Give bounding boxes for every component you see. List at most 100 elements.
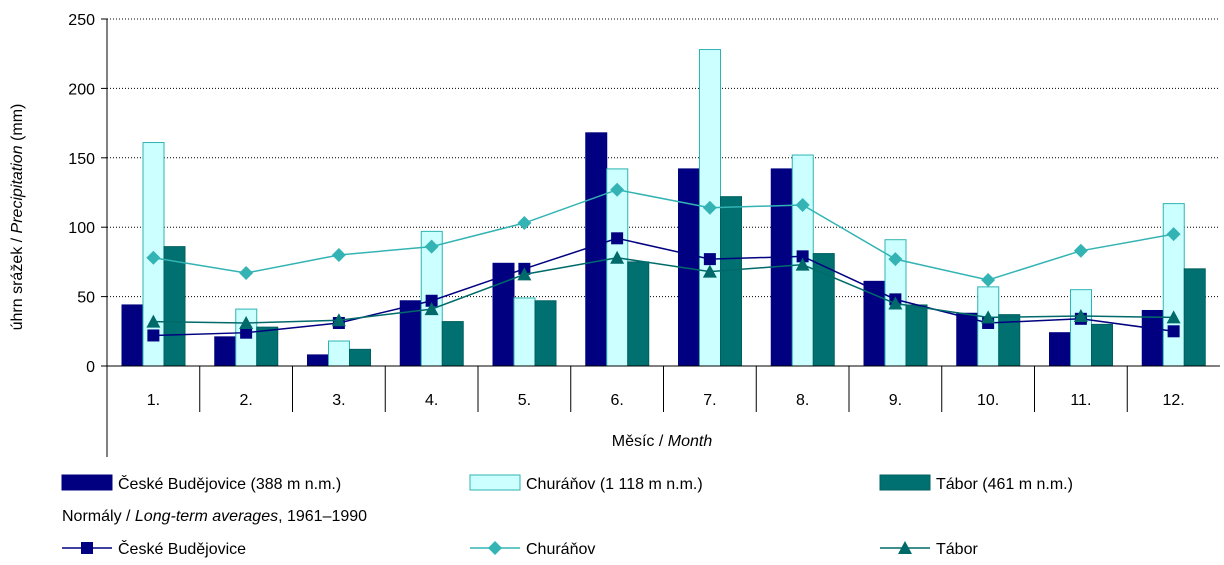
bar [441,321,464,367]
bar [307,354,329,367]
bar [1141,309,1164,367]
line-marker [1166,227,1181,242]
y-tick-label: 200 [68,81,95,98]
y-tick-label: 250 [68,12,95,29]
line-marker [331,313,346,327]
line-marker [1167,325,1180,338]
bar [349,348,371,367]
line-marker [610,182,625,197]
line-marker [888,252,903,267]
line-marker [795,197,810,212]
bar [256,326,279,367]
y-tick-label: 50 [77,290,95,307]
line-marker [517,216,532,231]
bar [534,300,557,367]
line-marker [239,315,254,329]
line-marker [488,541,502,555]
line-marker [702,200,717,215]
legend-label: České Budějovice [118,539,246,558]
line-marker [1073,243,1088,258]
line-marker [240,326,253,339]
bar [1091,323,1113,367]
bar-legend: České Budějovice (388 m n.m.) Churáňov (1… [61,474,1073,493]
x-tick-label: 9. [889,392,902,409]
bar [956,312,979,367]
bar [627,261,650,367]
legend-swatch [61,474,113,491]
legend-label: Churáňov (1 118 m n.m.) [526,476,703,493]
legend-label: Tábor (461 m n.m.) [936,476,1073,493]
line-marker [981,310,996,324]
x-tick-label: 10. [977,392,999,409]
bar [905,304,928,367]
normals-heading-suffix: , 1961–1990 [278,508,367,525]
line-marker [147,329,160,342]
y-axis-title-plain: úhrn srážek / [9,233,26,330]
x-tick-label: 6. [610,392,623,409]
bar [585,132,608,367]
bar [606,168,629,367]
series-line [153,256,1174,324]
bar [1183,268,1206,367]
y-tick-label: 150 [68,151,95,168]
line-legend: České Budějovice Churáňov Tábor [62,539,978,558]
line-marker [1166,310,1181,324]
line-marker [81,542,93,554]
x-tick-labels: 1. 2. 3. 4. 5. 6. 7. 8. 9. 10. 11. 12. [147,392,1185,409]
bar [513,297,536,367]
bar [121,304,144,367]
line-series-group [146,182,1181,342]
x-tick-label: 4. [425,392,438,409]
x-tick-label: 5. [518,392,531,409]
bar [214,336,237,367]
normals-heading: Normály / Long-term averages, 1961–1990 [62,508,367,525]
y-tick-label: 100 [68,220,95,237]
legend-swatch [879,474,931,491]
legend-swatch [469,474,521,491]
line-marker [702,264,717,278]
bar [328,340,350,367]
series-line [153,188,1174,281]
normals-heading-italic: Long-term averages [135,508,278,525]
y-tick-labels: 0 50 100 150 200 250 [68,12,95,376]
legend-label: Tábor [936,541,978,558]
line-marker [703,253,716,266]
x-tick-label: 7. [703,392,716,409]
line-marker [610,250,625,264]
x-tick-label: 3. [332,392,345,409]
gridlines [107,18,1220,298]
bar [163,246,186,367]
y-tick-label: 0 [86,359,95,376]
series-line [153,237,1174,337]
y-axis-title-unit: (mm) [9,104,26,146]
line-marker [146,314,161,328]
line-marker [1073,309,1088,323]
line-marker [517,267,532,281]
axes [101,18,1220,457]
line-marker [331,247,346,262]
legend-label: České Budějovice (388 m n.m.) [118,474,341,493]
line-marker [146,250,161,265]
normals-heading-plain: Normály / [62,508,135,525]
x-tick-label: 11. [1070,392,1091,409]
line-marker [611,232,624,245]
bar [1049,332,1071,367]
y-axis-title-italic: Precipitation [9,145,26,233]
line-marker [888,296,903,310]
x-tick-label: 2. [239,392,252,409]
bar [720,196,742,367]
line-marker [796,250,809,263]
line-marker [795,257,810,271]
line-marker [424,239,439,254]
x-axis-title-plain: Měsíc / [612,433,668,450]
line-marker [239,266,254,281]
line-marker [898,541,912,554]
bar [1070,289,1092,367]
x-tick-label: 8. [796,392,809,409]
line-marker [981,272,996,287]
x-axis-title: Měsíc / Month [612,433,713,450]
line-marker [424,302,439,316]
y-axis-title: úhrn srážek / Precipitation (mm) [9,104,26,331]
line-marker [425,294,438,307]
